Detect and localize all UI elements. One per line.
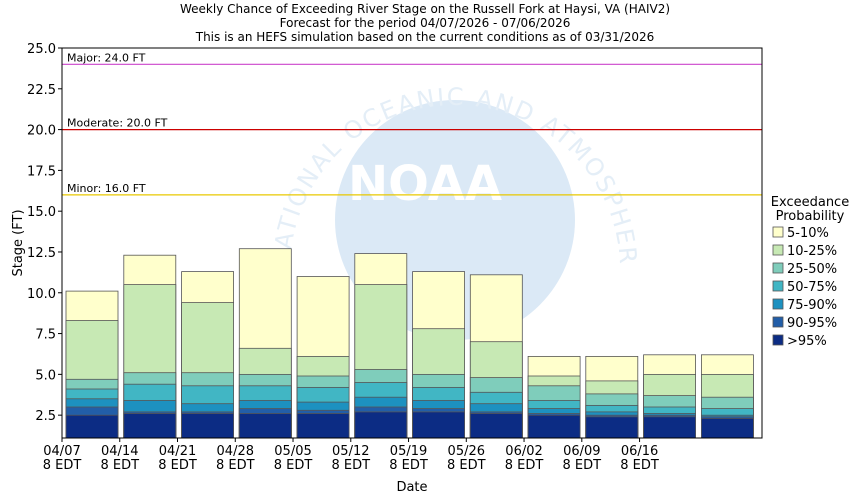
x-tick-date-label: 06/02 [505,444,542,459]
legend-swatch [772,262,784,274]
legend-swatch [772,226,784,238]
x-tick-date-label: 04/28 [217,444,254,459]
y-tick-label: 15.0 [27,205,56,220]
y-tick-label: 25.0 [27,42,56,57]
x-tick-sub-label: 8 EDT [158,458,197,473]
x-tick-date-label: 04/21 [159,444,196,459]
bar-segment [412,411,466,439]
threshold-label: Major: 24.0 FT [67,51,146,64]
y-tick-label: 5.0 [35,368,56,383]
y-tick-label: 10.0 [27,287,56,302]
legend-entry-label: 5-10% [787,226,829,241]
legend-swatch [772,244,784,256]
y-tick-label: 7.5 [35,328,56,343]
x-tick-date-label: 05/05 [274,444,311,459]
y-tick-label: 20.0 [27,124,56,139]
x-tick-sub-label: 8 EDT [331,458,370,473]
x-tick-date-label: 06/09 [563,444,600,459]
legend-title-line-1: Exceedance [771,195,849,210]
x-axis-title: Date [396,480,427,495]
legend-swatch [772,334,784,346]
bar-segment [123,413,177,439]
legend-entry-label: 10-25% [787,244,837,259]
bar-segment [296,413,350,439]
bar-segment [65,414,119,439]
threshold-label: Moderate: 20.0 FT [67,117,168,130]
chart-title-line-1: Weekly Chance of Exceeding River Stage o… [179,2,671,16]
x-tick-date-label: 06/16 [621,444,658,459]
legend-swatch [772,316,784,328]
y-axis-title: Stage (FT) [11,209,26,276]
legend-entry-label: 90-95% [787,316,837,331]
x-tick-sub-label: 8 EDT [447,458,486,473]
bar-segment [469,413,523,439]
x-tick-sub-label: 8 EDT [100,458,139,473]
legend-entry-label: 50-75% [787,280,837,295]
y-tick-label: 17.5 [27,164,56,179]
y-tick-label: 12.5 [27,246,56,261]
watermark-logo-text: NOAA [348,156,502,212]
legend-entry-label: 75-90% [787,298,837,313]
axes: 2.5 5.0 7.5 10.0 12.5 15.0 17.5 20.0 22.5 25.0 04/… [11,42,763,495]
bar-segment [643,416,696,439]
bar-segment [354,411,408,439]
x-tick-date-label: 05/19 [390,444,427,459]
y-tick-label: 2.5 [35,409,56,424]
bar-segment [527,414,581,439]
legend-entry-label: >95% [787,334,827,349]
x-tick-date-label: 05/26 [448,444,485,459]
x-tick-date-label: 04/14 [101,444,138,459]
bar-segment [585,416,639,439]
bar-segment [181,413,235,439]
x-tick-sub-label: 8 EDT [389,458,428,473]
x-tick-sub-label: 8 EDT [274,458,313,473]
bar-segment [238,413,292,439]
chart-title-line-2: Forecast for the period 04/07/2026 - 07/… [279,16,571,30]
legend-swatch [772,280,784,292]
legend-swatch [772,298,784,310]
bar-segment [701,417,754,439]
y-tick-label: 22.5 [27,83,56,98]
threshold-label: Minor: 16.0 FT [67,182,146,195]
legend-entry-label: 25-50% [787,262,837,277]
x-tick-date-label: 04/07 [43,444,80,459]
chart-title-line-3: This is an HEFS simulation based on the … [195,30,655,44]
x-tick-sub-label: 8 EDT [505,458,544,473]
legend-title-line-2: Probability [776,209,845,224]
plot-frame [61,47,763,439]
x-tick-sub-label: 8 EDT [216,458,255,473]
x-tick-sub-label: 8 EDT [43,458,82,473]
x-tick-sub-label: 8 EDT [620,458,659,473]
x-tick-sub-label: 8 EDT [563,458,602,473]
x-tick-date-label: 05/12 [332,444,369,459]
